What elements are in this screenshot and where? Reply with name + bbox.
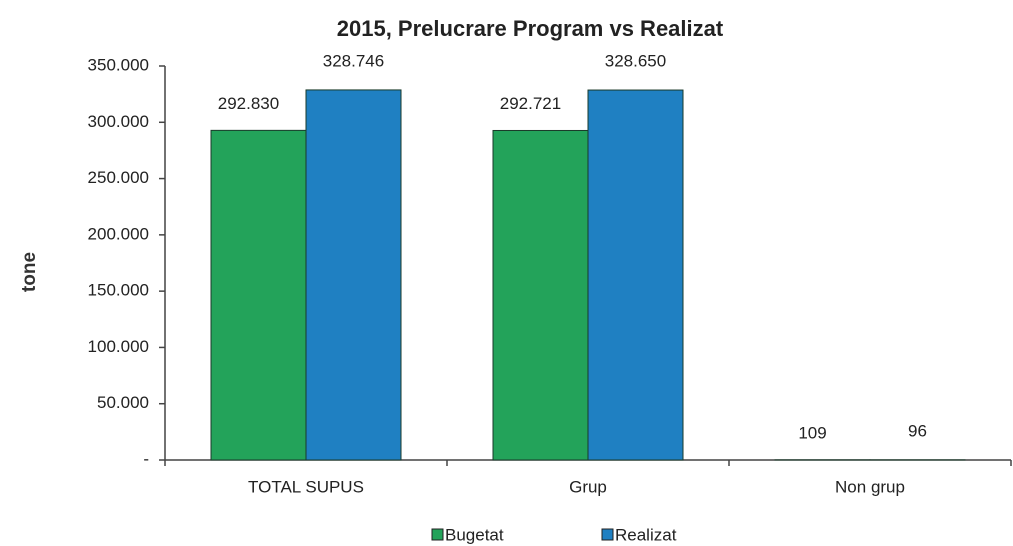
data-label: 292.721	[500, 94, 561, 113]
y-tick-label: -	[143, 449, 149, 468]
y-tick-label: 150.000	[88, 281, 149, 300]
y-tick-label: 300.000	[88, 112, 149, 131]
legend-swatch	[601, 528, 614, 541]
y-axis-label: tone	[19, 252, 40, 292]
y-tick-label: 350.000	[88, 55, 149, 74]
bar	[305, 89, 402, 461]
y-tick-label: 200.000	[88, 224, 149, 243]
data-label: 96	[908, 421, 927, 440]
y-tick-label: 50.000	[97, 393, 149, 412]
x-tick-label: Grup	[569, 477, 607, 496]
legend-swatch	[431, 528, 444, 541]
x-tick-label: TOTAL SUPUS	[248, 477, 364, 496]
chart-title: 2015, Prelucrare Program vs Realizat	[337, 16, 724, 41]
legend-label: Bugetat	[445, 525, 504, 544]
bar	[210, 129, 307, 461]
data-label: 328.746	[323, 51, 384, 70]
bar	[587, 89, 684, 461]
y-tick-label: 250.000	[88, 168, 149, 187]
bar	[492, 129, 589, 461]
y-tick-label: 100.000	[88, 337, 149, 356]
data-label: 328.650	[605, 52, 666, 71]
data-label: 292.830	[218, 94, 279, 113]
x-tick-label: Non grup	[835, 477, 905, 496]
data-label: 109	[798, 423, 826, 442]
legend-label: Realizat	[615, 525, 677, 544]
